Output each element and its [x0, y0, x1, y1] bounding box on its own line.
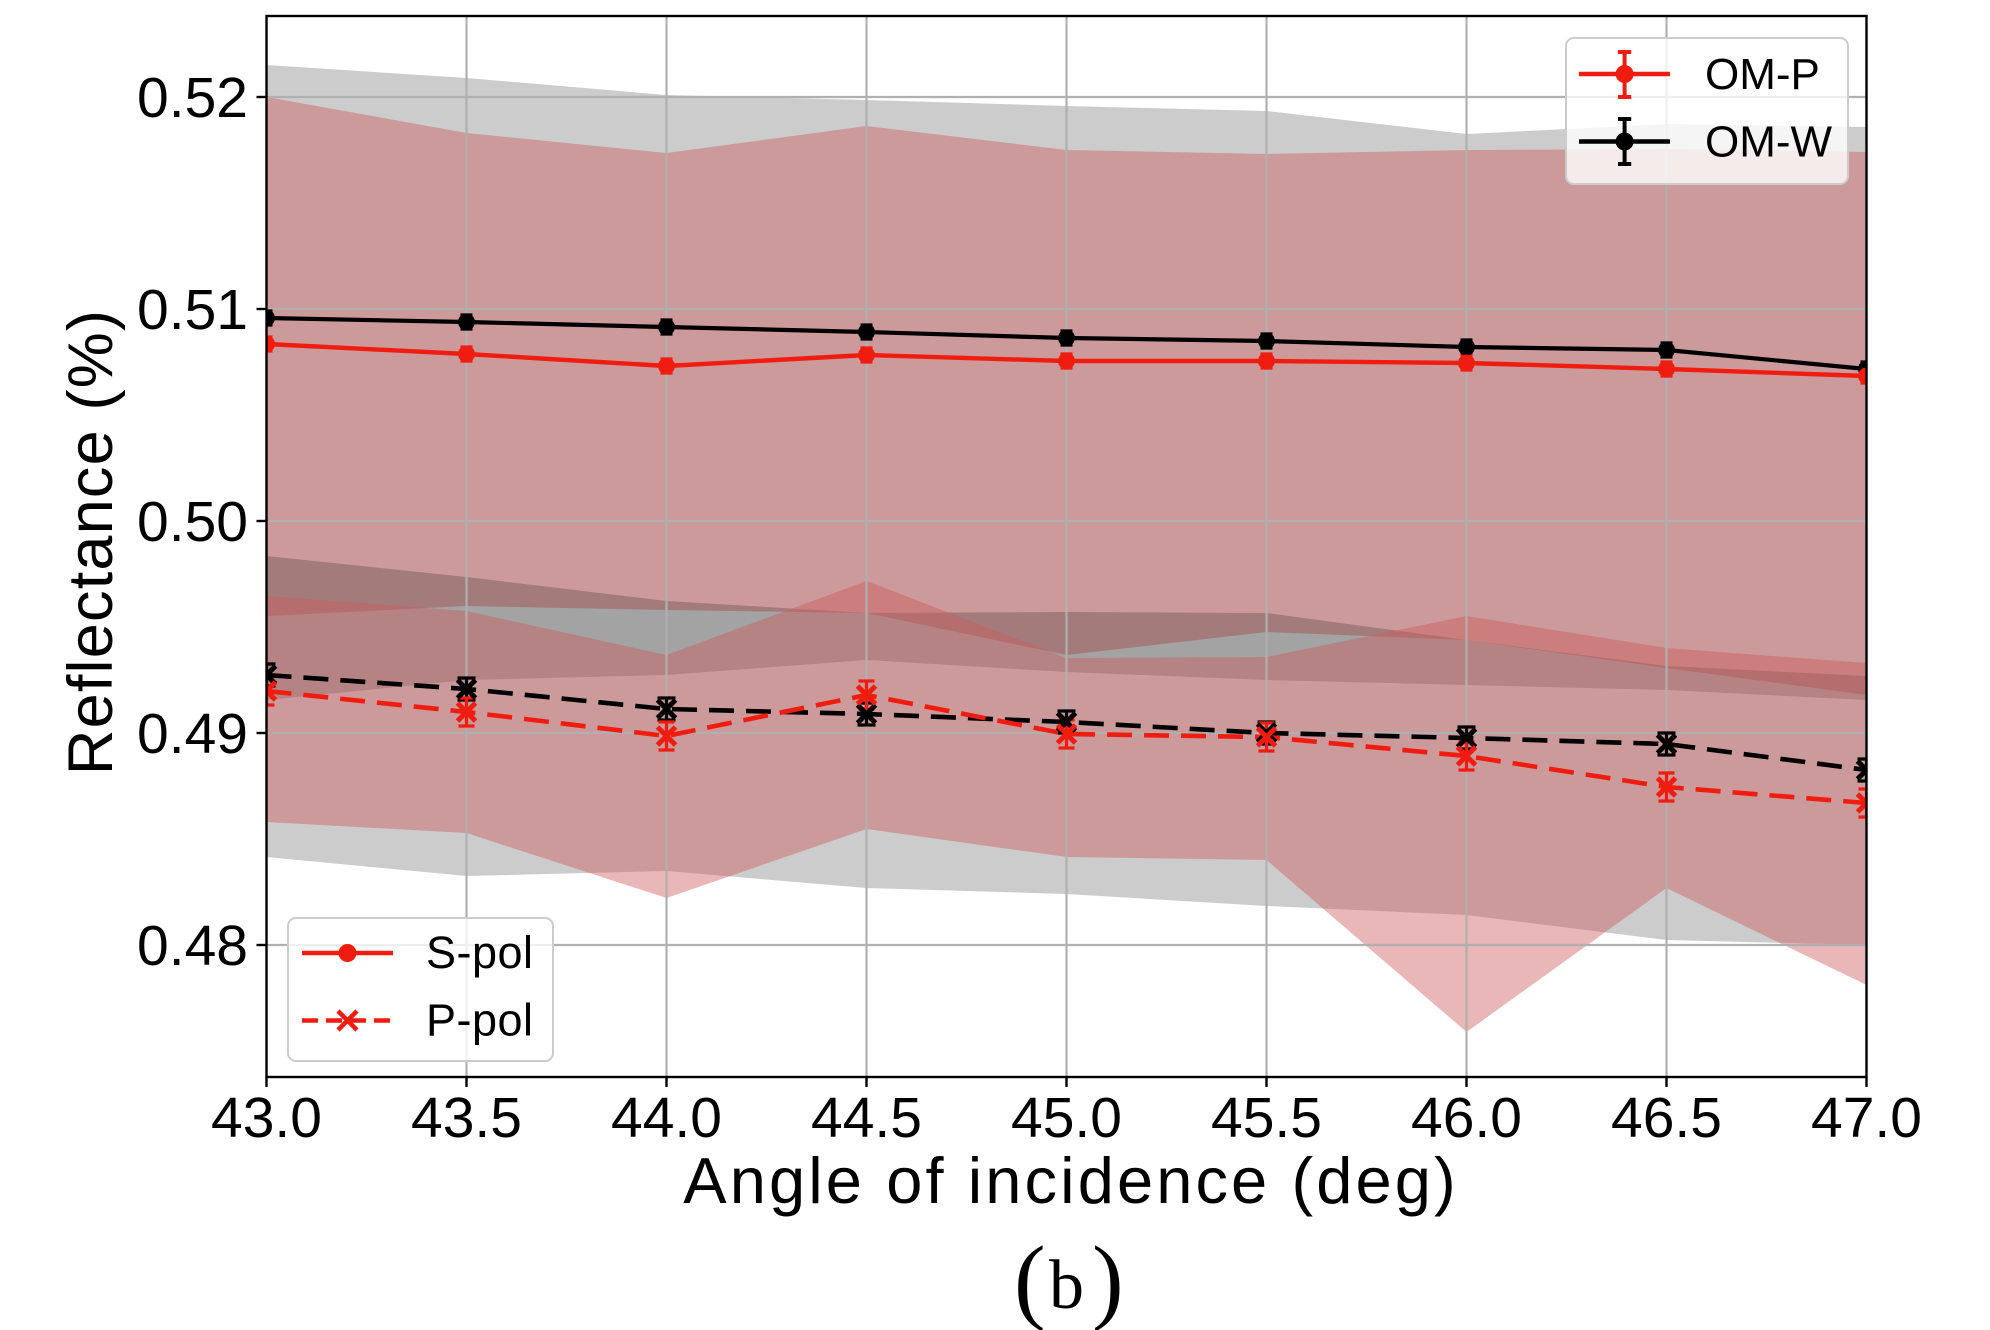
- svg-text:44.5: 44.5: [811, 1086, 922, 1150]
- svg-text:47.0: 47.0: [1811, 1086, 1922, 1150]
- svg-text:0.52: 0.52: [137, 66, 248, 130]
- svg-text:): ): [1092, 1227, 1124, 1330]
- svg-text:b: b: [1049, 1247, 1084, 1324]
- svg-text:S-pol: S-pol: [426, 927, 534, 978]
- svg-text:0.49: 0.49: [137, 702, 248, 766]
- svg-text:OM-P: OM-P: [1705, 50, 1820, 99]
- svg-text:(: (: [1014, 1227, 1046, 1330]
- svg-text:43.5: 43.5: [411, 1086, 522, 1150]
- svg-text:0.50: 0.50: [137, 490, 248, 554]
- svg-text:43.0: 43.0: [211, 1086, 322, 1150]
- svg-text:OM-W: OM-W: [1705, 118, 1833, 167]
- svg-text:44.0: 44.0: [611, 1086, 722, 1150]
- svg-text:45.5: 45.5: [1211, 1086, 1322, 1150]
- svg-text:Angle of incidence (deg): Angle of incidence (deg): [683, 1144, 1458, 1217]
- svg-text:46.0: 46.0: [1411, 1086, 1522, 1150]
- svg-text:46.5: 46.5: [1611, 1086, 1722, 1150]
- svg-text:45.0: 45.0: [1011, 1086, 1122, 1150]
- svg-text:P-pol: P-pol: [426, 995, 534, 1046]
- svg-text:Reflectance (%): Reflectance (%): [56, 309, 126, 775]
- svg-text:0.48: 0.48: [137, 914, 248, 978]
- svg-text:0.51: 0.51: [137, 278, 248, 342]
